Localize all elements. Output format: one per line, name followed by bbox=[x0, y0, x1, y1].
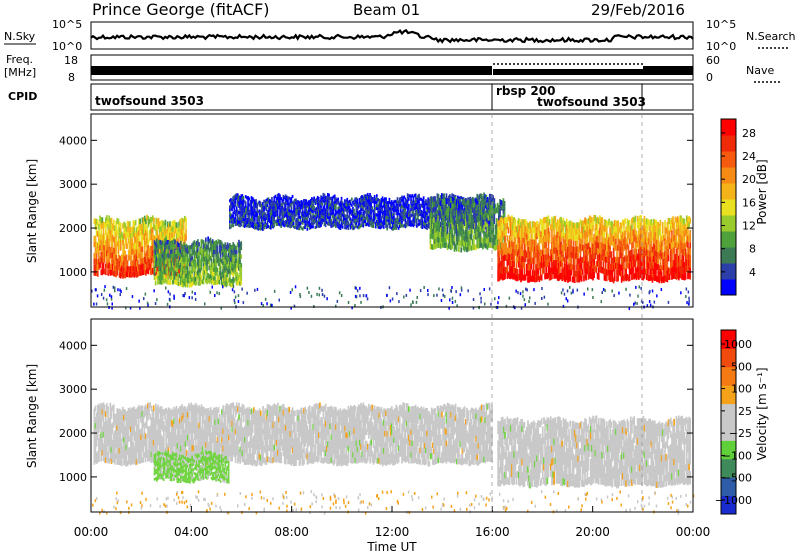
power-colorbar-label: Power [dB] bbox=[755, 159, 769, 224]
velocity-colorbar-tick: −1000 bbox=[715, 494, 752, 507]
power-ytick-3000: 3000 bbox=[59, 178, 87, 191]
power-colorbar: 4 8 12 16 20 24 28 bbox=[720, 118, 756, 296]
power-ytick-2000: 2000 bbox=[59, 222, 87, 235]
x-tick-label: 08:00 bbox=[274, 525, 309, 539]
nsearch-label: N.Search bbox=[746, 30, 796, 43]
velocity-colorbar-swatch bbox=[721, 477, 736, 497]
power-colorbar-tick: 8 bbox=[749, 243, 756, 256]
beam-title: Beam 01 bbox=[353, 1, 420, 19]
power-colorbar-swatch bbox=[721, 119, 736, 136]
power-colorbar-tick: 4 bbox=[749, 266, 756, 279]
power-colorbar-tick: 20 bbox=[742, 173, 756, 186]
power-colorbar-swatch bbox=[721, 183, 736, 200]
velocity-colorbar-swatch bbox=[721, 366, 736, 386]
power-colorbar-tick: 24 bbox=[742, 150, 756, 163]
power-ytick-1000: 1000 bbox=[59, 266, 87, 279]
x-tick-label: 16:00 bbox=[475, 525, 510, 539]
velocity-colorbar-swatch bbox=[721, 440, 736, 460]
velocity-panel: 1000 2000 3000 4000 00:00 04:00 08:00 12:00 16:… bbox=[25, 318, 769, 554]
x-tick-label: 04:00 bbox=[174, 525, 209, 539]
velocity-colorbar-label: Velocity [m s⁻¹] bbox=[755, 367, 769, 460]
date-title: 29/Feb/2016 bbox=[591, 1, 685, 19]
freq-bar-mid bbox=[493, 69, 643, 75]
nsky-panel: N.Sky 10^5 10^0 10^5 10^0 N.Search bbox=[4, 18, 796, 53]
velocity-echo-region-2 bbox=[153, 450, 230, 484]
power-colorbar-swatch bbox=[721, 215, 736, 232]
velocity-colorbar-tick: −500 bbox=[722, 472, 752, 485]
x-tick-label: 00:00 bbox=[74, 525, 109, 539]
power-colorbar-tick: 16 bbox=[742, 196, 756, 209]
power-colorbar-swatch bbox=[721, 231, 736, 248]
cpid-label: CPID bbox=[8, 90, 37, 103]
cpid-segment-3: twofsound 3503 bbox=[537, 95, 646, 109]
velocity-colorbar-swatch bbox=[721, 348, 736, 368]
freq-label: Freq. bbox=[6, 53, 33, 66]
velocity-ytick-2000: 2000 bbox=[59, 427, 87, 440]
velocity-ground-scatter bbox=[92, 490, 695, 515]
velocity-colorbar-swatch bbox=[721, 385, 736, 405]
nave-tick-bottom: 0 bbox=[706, 71, 713, 84]
nsky-tick-top: 10^5 bbox=[52, 18, 82, 31]
power-colorbar-tick: 28 bbox=[742, 127, 756, 140]
freq-tick-top: 18 bbox=[64, 54, 78, 67]
velocity-colorbar-swatch bbox=[721, 403, 736, 423]
velocity-colorbar-tick: 1000 bbox=[724, 338, 752, 351]
power-ytick-4000: 4000 bbox=[59, 134, 87, 147]
velocity-ytick-4000: 4000 bbox=[59, 339, 87, 352]
station-title: Prince George (fitACF) bbox=[92, 0, 270, 19]
velocity-echo-region-1 bbox=[93, 402, 493, 467]
x-tick-label: 00:00 bbox=[676, 525, 711, 539]
nsky-trace bbox=[90, 28, 694, 44]
power-colorbar-swatch bbox=[721, 167, 736, 184]
nsky-tick-bottom: 10^0 bbox=[52, 40, 82, 53]
freq-bar-left bbox=[91, 66, 492, 75]
velocity-colorbar-tick: 500 bbox=[731, 360, 752, 373]
freq-unit: [MHz] bbox=[4, 66, 36, 79]
velocity-colorbar-swatch bbox=[721, 422, 736, 441]
velocity-colorbar-tick: 100 bbox=[731, 383, 752, 396]
cpid-panel: CPID twofsound 3503 rbsp 200 twofsound 3… bbox=[8, 83, 694, 111]
velocity-ytick-1000: 1000 bbox=[59, 471, 87, 484]
power-echo-region-4 bbox=[429, 192, 506, 253]
velocity-data-layer bbox=[92, 402, 695, 515]
nsearch-tick-top: 10^5 bbox=[706, 18, 736, 31]
nave-label: Nave bbox=[746, 64, 774, 77]
nave-tick-top: 60 bbox=[706, 54, 720, 67]
velocity-echo-region-3 bbox=[497, 415, 691, 489]
freq-tick-bottom: 8 bbox=[68, 71, 75, 84]
freq-panel: Freq. [MHz] 18 8 60 0 Nave bbox=[4, 53, 780, 84]
x-tick-label: 20:00 bbox=[575, 525, 610, 539]
power-colorbar-swatch bbox=[721, 135, 736, 152]
power-panel: 1000 2000 3000 4000 Slant Range [km] 4 8 12 16… bbox=[25, 113, 769, 310]
power-echo-region-2 bbox=[153, 236, 243, 288]
nsky-label: N.Sky bbox=[4, 30, 36, 43]
power-colorbar-swatch bbox=[721, 263, 736, 280]
x-axis-label: Time UT bbox=[366, 540, 417, 554]
velocity-colorbar-tick: −25 bbox=[729, 427, 752, 440]
velocity-colorbar-tick: −100 bbox=[722, 449, 752, 462]
power-colorbar-tick: 12 bbox=[742, 220, 756, 233]
velocity-ytick-3000: 3000 bbox=[59, 383, 87, 396]
velocity-colorbar: 1000 500 100 25 −25 −100 −500 −1000 bbox=[715, 329, 752, 515]
cpid-segment-2: rbsp 200 bbox=[496, 84, 555, 98]
velocity-colorbar-swatch bbox=[721, 458, 736, 478]
nsearch-tick-bottom: 10^0 bbox=[706, 40, 736, 53]
power-echo-region-5 bbox=[497, 214, 691, 284]
velocity-colorbar-tick: 25 bbox=[738, 405, 752, 418]
power-data-layer bbox=[91, 192, 691, 310]
power-colorbar-swatch bbox=[721, 247, 736, 264]
power-colorbar-swatch bbox=[721, 279, 736, 296]
power-colorbar-swatch bbox=[721, 199, 736, 216]
cpid-segment-1: twofsound 3503 bbox=[95, 94, 204, 108]
power-colorbar-swatch bbox=[721, 151, 736, 168]
x-tick-label: 12:00 bbox=[375, 525, 410, 539]
freq-bar-right bbox=[643, 66, 693, 75]
velocity-ylabel: Slant Range [km] bbox=[25, 364, 39, 468]
power-ylabel: Slant Range [km] bbox=[25, 159, 39, 263]
